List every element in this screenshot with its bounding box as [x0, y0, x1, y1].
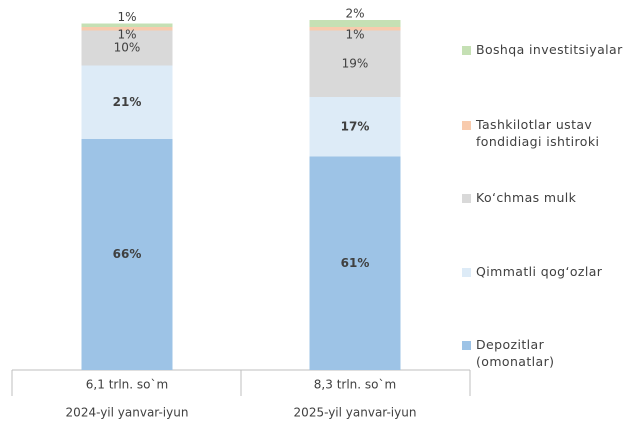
bar-segment: [81, 139, 173, 370]
bar-segment: [309, 27, 401, 31]
bar-segment: [309, 30, 401, 97]
bar-segment: [81, 30, 173, 66]
legend-label: Ko‘chmas mulk: [476, 190, 577, 205]
legend-label: Tashkilotlar ustav fondidiagi ishtiroki: [476, 117, 600, 149]
bar-segment: [81, 23, 173, 27]
data-label: 21%: [113, 95, 142, 109]
data-label: 1%: [117, 10, 136, 24]
legend-label: Boshqa investitsiyalar: [476, 42, 623, 57]
x-tick-label: 2025-yil yanvar-iyun: [294, 406, 417, 420]
legend-swatch: [462, 194, 471, 203]
data-label: 19%: [342, 56, 369, 70]
bar-segment: [81, 27, 173, 31]
legend-label: Qimmatli qog‘ozlar: [476, 264, 603, 279]
category-total: 8,3 trln. so`m: [314, 378, 396, 392]
data-label: 66%: [113, 247, 142, 261]
data-label: 1%: [117, 27, 136, 41]
legend-swatch: [462, 46, 471, 55]
data-label: 61%: [341, 256, 370, 270]
bar-segment: [309, 97, 401, 157]
data-label: 1%: [345, 27, 364, 41]
x-tick-label: 2024-yil yanvar-iyun: [66, 406, 189, 420]
legend-label: Depozitlar (omonatlar): [476, 337, 555, 369]
bar-segment: [81, 65, 173, 139]
legend-swatch: [462, 341, 471, 350]
legend-swatch: [462, 268, 471, 277]
data-label: 17%: [341, 119, 370, 133]
bar-segment: [309, 20, 401, 27]
legend-swatch: [462, 121, 471, 130]
data-label: 2%: [345, 7, 364, 21]
category-total: 6,1 trln. so`m: [86, 378, 168, 392]
bar-segment: [309, 156, 401, 370]
data-label: 10%: [114, 41, 141, 55]
